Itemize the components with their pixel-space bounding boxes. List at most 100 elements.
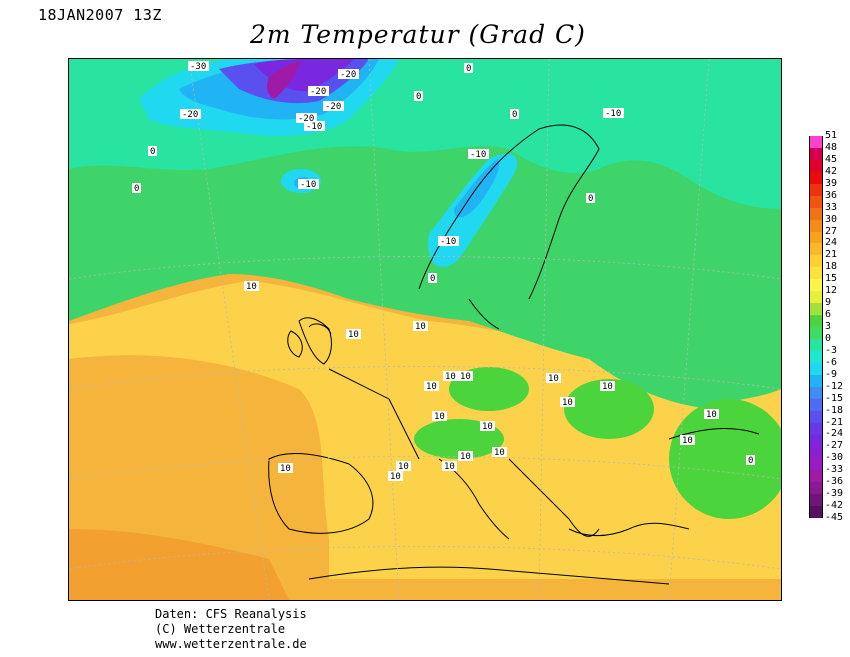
contour-label: 10: [390, 472, 401, 482]
legend-swatch: [809, 470, 823, 483]
legend-swatch: [809, 494, 823, 507]
contour-label-bg: [480, 421, 495, 431]
legend-label: -30: [825, 452, 844, 464]
contour-label: 0: [512, 110, 517, 120]
legend-label: 21: [825, 249, 838, 261]
legend-label: 39: [825, 177, 838, 189]
contour-label-bg: [603, 108, 624, 118]
contour-label-bg: [443, 371, 458, 381]
contour-label-bg: [510, 109, 519, 119]
contour-label: 10: [460, 452, 471, 462]
legend-label: -6: [825, 356, 838, 368]
contour-label-bg: [308, 86, 329, 96]
aegean: [568, 522, 690, 537]
contour-label: 0: [416, 92, 421, 102]
legend-label: -9: [825, 368, 838, 380]
legend-label: -12: [825, 380, 844, 392]
legend-label: -3: [825, 344, 838, 356]
contour-label: 0: [430, 274, 435, 284]
scandinavia: [418, 124, 600, 300]
chart-title: 2m Temperatur (Grad C): [250, 20, 586, 49]
valid-datetime: 18JAN2007 13Z: [38, 6, 162, 24]
legend-swatch: [809, 279, 823, 292]
contour-label-bg: [468, 149, 489, 159]
contour-label: 10: [348, 330, 359, 340]
contour-label-bg: [438, 236, 459, 246]
contour-label: 10: [280, 464, 291, 474]
temperature-map[interactable]: -30 -20 -20 -20 -20 -20 -10 -10 -10 -10 -10 0 0 0 0 0 0 0…: [68, 58, 782, 601]
contour-label-bg: [346, 329, 361, 339]
contour-label-bg: [148, 146, 157, 156]
contour-label: -10: [300, 180, 316, 190]
contour-label-bg: [464, 63, 473, 73]
contour-label-bg: [296, 113, 317, 123]
contour-label: 10: [460, 372, 471, 382]
legend-swatch: [809, 338, 823, 351]
contour-label: 0: [150, 147, 155, 157]
legend-swatch: [809, 303, 823, 316]
legend-label: 0: [825, 332, 832, 344]
map-canvas: -30-20-20-20-20-20-10-10-10-10-100000000…: [69, 59, 781, 600]
contour-label: -20: [325, 102, 341, 112]
legend-label: 42: [825, 165, 838, 177]
graticule: [69, 59, 781, 600]
contour-label: 10: [494, 448, 505, 458]
contour-label-bg: [560, 397, 575, 407]
legend-swatch: [809, 195, 823, 208]
legend-label: 12: [825, 285, 838, 297]
contour-label: 10: [445, 372, 456, 382]
legend-label: 36: [825, 189, 838, 201]
footer-copyright: (C) Wetterzentrale: [155, 622, 286, 636]
legend-label: 27: [825, 225, 838, 237]
contour-label-bg: [432, 411, 447, 421]
north-africa: [308, 566, 670, 585]
color-legend: [809, 136, 823, 519]
contour-label-bg: [278, 463, 293, 473]
legend-swatch: [809, 482, 823, 495]
contour-label-bg: [244, 281, 259, 291]
contour-label: 10: [706, 410, 717, 420]
contour-label-bg: [414, 91, 423, 101]
legend-label: -27: [825, 440, 844, 452]
legend-swatch: [809, 422, 823, 435]
cool-patch-balkan: [564, 379, 654, 439]
footer: Daten: CFS Reanalysis (C) Wetterzentrale…: [155, 607, 307, 652]
legend-swatch: [809, 410, 823, 423]
legend-swatch: [809, 350, 823, 363]
contour-label-bg: [704, 409, 719, 419]
footer-website: www.wetterzentrale.de: [155, 637, 307, 651]
contour-label: 10: [548, 374, 559, 384]
contour-label-bg: [442, 461, 457, 471]
contour-label-bg: [180, 109, 201, 119]
greenland-core: [266, 61, 301, 99]
contour-label-bg: [132, 183, 141, 193]
legend-swatch: [809, 207, 823, 220]
legend-label: -45: [825, 512, 844, 523]
contour-label: -10: [605, 109, 621, 119]
contour-label: 10: [434, 412, 445, 422]
contour-label: 0: [466, 64, 471, 74]
contour-label-bg: [492, 447, 507, 457]
contour-label-bg: [413, 321, 428, 331]
contour-label-bg: [396, 461, 411, 471]
contour-label-bg: [424, 381, 439, 391]
legend-swatch: [809, 267, 823, 280]
legend-label: 48: [825, 141, 838, 153]
contour-label-bg: [298, 179, 319, 189]
contour-label: 10: [682, 436, 693, 446]
contour-label: 10: [426, 382, 437, 392]
contour-label: 0: [748, 456, 753, 466]
legend-swatch: [809, 398, 823, 411]
legend-label: 33: [825, 201, 838, 213]
contour-label-bg: [600, 381, 615, 391]
ireland: [287, 330, 303, 358]
contour-label: 10: [444, 462, 455, 472]
contour-label: 10: [602, 382, 613, 392]
contour-label-bg: [304, 121, 325, 131]
contour-label-bg: [338, 69, 359, 79]
contour-label-bg: [188, 61, 209, 71]
legend-label: -42: [825, 500, 844, 512]
contour-label: 10: [415, 322, 426, 332]
legend-label: 9: [825, 297, 832, 309]
contour-label-bg: [458, 371, 473, 381]
